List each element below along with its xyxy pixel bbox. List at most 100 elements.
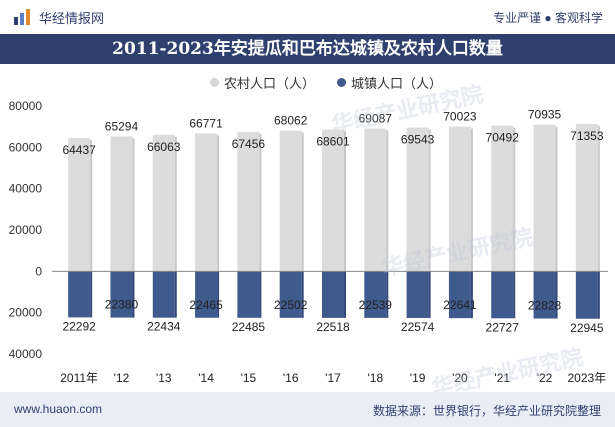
bar-rural: [322, 129, 344, 272]
bar-chart: 80000 60000 40000 20000 0 20000 40000 64437 2229…: [9, 99, 608, 385]
brand-name: 华经情报网: [39, 10, 105, 26]
bar-urban-shadow: [555, 271, 558, 319]
bar-rural: [237, 131, 260, 272]
bar-rural-shadow: [597, 125, 600, 272]
data-label-rural: 66063: [147, 140, 181, 154]
bar-urban: [533, 271, 556, 319]
bar-urban-shadow: [344, 271, 346, 318]
data-label-rural: 64437: [62, 143, 96, 157]
data-label-urban: 22434: [147, 320, 181, 334]
legend-swatch-rural: [210, 78, 219, 87]
bar-urban: [364, 271, 387, 318]
data-label-urban: 22945: [570, 321, 604, 335]
bar-rural: [110, 136, 133, 272]
bar-urban: [448, 271, 471, 319]
bar-rural-shadow: [386, 130, 389, 272]
y-tick-label: 40000: [9, 347, 43, 361]
y-tick-label: 0: [35, 264, 42, 278]
bar-urban: [152, 271, 175, 318]
bar-urban-shadow: [132, 271, 135, 318]
bar-rural: [491, 125, 514, 272]
data-label-urban: 22380: [105, 298, 139, 312]
logo-icon: [14, 9, 30, 25]
bar-rural-shadow: [470, 128, 473, 272]
data-label-urban: 22727: [486, 320, 520, 334]
data-label-rural: 68062: [274, 114, 308, 128]
bar-rural: [406, 127, 429, 272]
bar-urban: [68, 271, 91, 318]
y-tick-label: 80000: [9, 99, 43, 113]
y-tick-label: 40000: [9, 182, 43, 196]
bar-rural-shadow: [174, 136, 177, 272]
bar-rural: [68, 138, 91, 272]
x-tick-label: '22: [537, 371, 553, 385]
data-label-urban: 22485: [232, 320, 266, 334]
bar-urban: [110, 271, 133, 318]
y-tick-label: 20000: [9, 306, 43, 320]
x-tick-label: '14: [198, 371, 214, 385]
bar-urban: [406, 271, 429, 318]
data-label-rural: 70492: [486, 131, 520, 145]
y-tick-label: 60000: [9, 140, 43, 154]
chart-legend: 农村人口（人） 城镇人口（人）: [210, 73, 442, 92]
chart-title: 2011-2023年安提瓜和巴布达城镇及农村人口数量: [0, 34, 615, 64]
x-tick-label: '21: [494, 371, 510, 385]
bar-urban-shadow: [259, 271, 262, 318]
bar-rural-shadow: [555, 126, 558, 272]
data-label-rural: 67456: [232, 137, 266, 151]
bar-urban: [575, 271, 598, 319]
legend-item-urban[interactable]: 城镇人口（人）: [337, 73, 442, 92]
data-label-urban: 22502: [274, 298, 308, 312]
data-label-rural: 71353: [570, 129, 604, 143]
bar-urban: [279, 271, 302, 318]
x-tick-label: 2023年: [567, 371, 606, 385]
bar-rural-shadow: [132, 138, 135, 272]
bar-urban-shadow: [301, 271, 304, 318]
bar-rural-shadow: [90, 140, 93, 272]
bar-urban: [195, 271, 218, 318]
y-tick-label: 20000: [9, 223, 43, 237]
data-label-urban: 22292: [62, 319, 96, 333]
legend-label-urban: 城镇人口（人）: [351, 76, 443, 91]
data-label-rural: 66771: [189, 116, 223, 130]
data-label-rural: 65294: [105, 119, 139, 133]
data-label-urban: 22539: [359, 298, 393, 312]
data-label-rural: 70023: [443, 110, 477, 124]
bar-urban-shadow: [470, 271, 473, 319]
x-tick-label: '12: [114, 371, 130, 385]
bar-rural-shadow: [513, 127, 516, 272]
bar-rural: [364, 128, 387, 272]
bar-urban-shadow: [513, 271, 516, 319]
bar-rural-shadow: [344, 131, 346, 272]
bar-urban: [322, 271, 344, 318]
bar-rural: [448, 126, 471, 272]
bar-rural-shadow: [301, 132, 304, 272]
bar-rural-shadow: [428, 129, 431, 272]
bar-rural-shadow: [217, 135, 220, 272]
data-label-urban: 22518: [316, 320, 350, 334]
x-tick-label: '18: [367, 371, 383, 385]
data-label-urban: 22574: [401, 320, 435, 334]
x-tick-label: '16: [283, 371, 299, 385]
data-label-urban: 22465: [189, 298, 223, 312]
brand[interactable]: 华经情报网: [13, 8, 104, 26]
bar-urban-shadow: [174, 271, 177, 318]
data-label-urban: 22828: [528, 299, 562, 313]
slogan: 专业严谨 ● 客观科学: [493, 11, 603, 25]
x-tick-label: '19: [410, 371, 426, 385]
bar-rural: [152, 134, 175, 272]
x-tick-label: '17: [325, 371, 341, 385]
legend-item-rural[interactable]: 农村人口（人）: [210, 73, 315, 92]
x-tick-label: '20: [452, 371, 468, 385]
top-bar: 华经情报网 专业严谨 ● 客观科学: [0, 0, 615, 34]
footer: www.huaon.com 数据来源：世界银行，华经产业研究院整理: [0, 392, 615, 427]
bar-rural-shadow: [259, 133, 262, 272]
legend-swatch-urban: [337, 78, 347, 87]
bar-rural: [279, 130, 302, 272]
bar-urban-shadow: [597, 271, 600, 319]
bar-urban: [237, 271, 260, 318]
site-url[interactable]: www.huaon.com: [14, 402, 103, 416]
bar-urban-shadow: [386, 271, 389, 318]
data-label-rural: 68601: [316, 135, 350, 149]
data-label-rural: 69543: [401, 133, 435, 147]
